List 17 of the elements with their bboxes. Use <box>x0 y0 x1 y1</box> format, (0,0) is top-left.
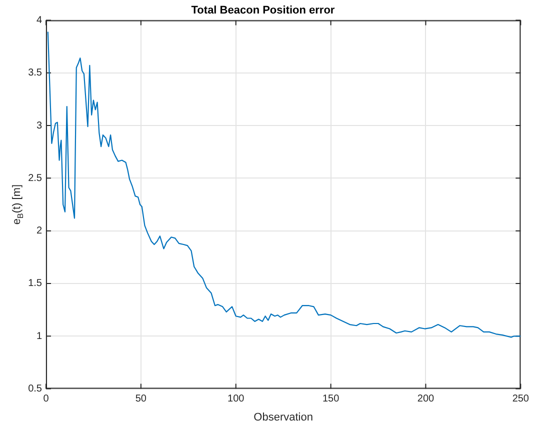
chart-title: Total Beacon Position error <box>191 4 336 17</box>
x-tick-label: 0 <box>43 394 50 405</box>
y-axis-title: eB(t) [m] <box>11 184 25 225</box>
x-tick-label: 250 <box>512 394 530 405</box>
y-tick-label: 2 <box>36 226 42 237</box>
y-tick-label: 1 <box>36 330 42 342</box>
x-tick-label: 100 <box>228 394 245 405</box>
x-tick-label: 150 <box>322 394 340 405</box>
x-axis-title: Observation <box>254 411 313 424</box>
y-tick-label: 4 <box>36 14 42 26</box>
y-tick-label: 2.5 <box>28 172 42 184</box>
x-tick-label: 200 <box>417 394 435 405</box>
y-tick-label: 0.5 <box>28 384 42 395</box>
x-tick-label: 50 <box>135 394 147 405</box>
y-tick-label: 1.5 <box>28 278 42 290</box>
y-tick-label: 3 <box>36 120 42 132</box>
y-tick-label: 3.5 <box>28 68 42 79</box>
